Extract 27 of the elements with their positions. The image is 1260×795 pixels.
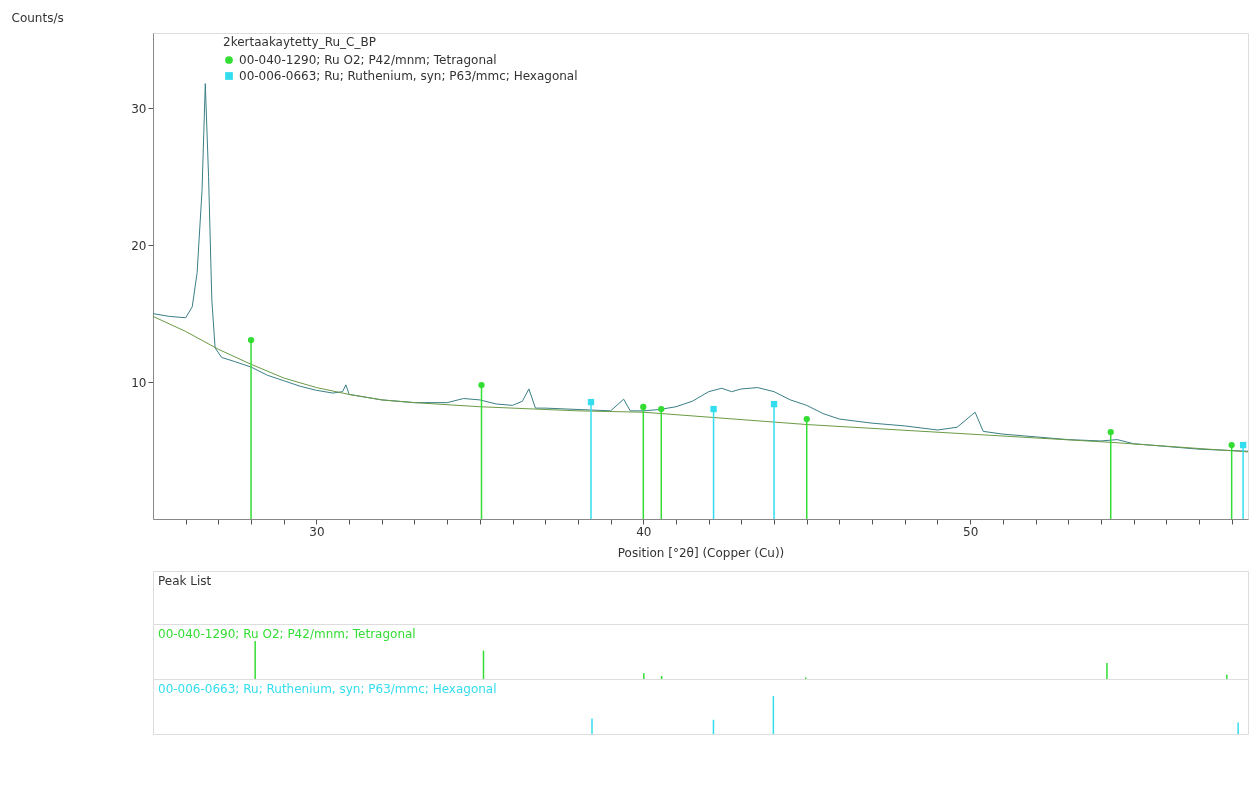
point — [478, 381, 485, 389]
point — [658, 405, 665, 413]
text: Peak List — [158, 574, 212, 588]
chart-title: 00-006-0663; Ru; Ruthenium, syn; P63/mmc; Hexagonal — [158, 682, 497, 696]
legend-label: 00-006-0663; Ru; Ruthenium, syn; P63/mmc; Hexagonal — [239, 69, 578, 83]
y-tick-label: 20 — [131, 238, 147, 253]
legend-label: 00-040-1290; Ru O2; P42/mnm; Tetragonal — [239, 53, 497, 67]
point — [1239, 441, 1247, 449]
legend-title: 2kertaakaytetty_Ru_C_BP — [223, 35, 376, 49]
x-tick-label: 30 — [309, 524, 325, 539]
x-tick-label: 40 — [636, 524, 652, 539]
point — [247, 336, 255, 344]
point — [1228, 441, 1235, 449]
x-axis-title: Position [°2θ] (Copper (Cu)) — [617, 545, 785, 560]
y-axis-title: Counts/s — [11, 10, 64, 25]
y-tick-label: 10 — [131, 375, 147, 390]
line-series — [153, 315, 1248, 453]
point — [1107, 428, 1114, 436]
point — [803, 415, 810, 423]
line-series — [153, 83, 1248, 452]
point — [640, 403, 647, 411]
point — [587, 398, 595, 406]
point — [770, 400, 778, 408]
x-tick-label: 50 — [963, 524, 979, 539]
y-tick-label: 30 — [131, 101, 147, 116]
point — [710, 405, 717, 413]
chart-title: 00-040-1290; Ru O2; P42/mnm; Tetragonal — [158, 627, 416, 641]
